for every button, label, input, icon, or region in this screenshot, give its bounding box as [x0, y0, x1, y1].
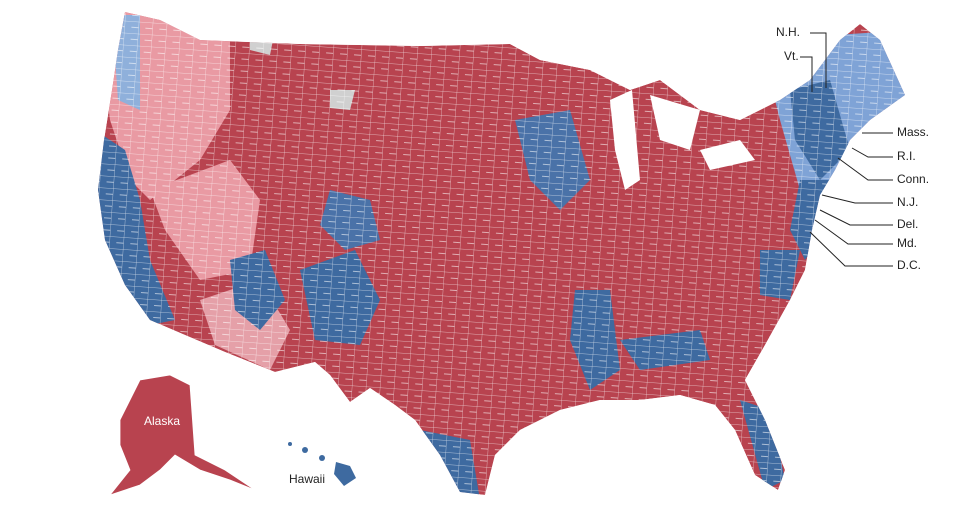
- state-label: Md.: [897, 236, 917, 250]
- state-label-leaders: [800, 32, 893, 267]
- leader-line: [821, 194, 893, 204]
- hawaii-label: Hawaii: [289, 472, 325, 486]
- hawaii-island: [288, 442, 292, 446]
- leader-line: [810, 32, 827, 88]
- state-label: Vt.: [784, 49, 799, 63]
- hawaii-island: [334, 462, 356, 486]
- great-lakes: [610, 90, 755, 190]
- contiguous-states: [98, 12, 905, 495]
- state-label: N.H.: [776, 25, 800, 39]
- alaska-label: Alaska: [144, 414, 180, 428]
- state-label: Del.: [897, 217, 918, 231]
- hawaii: [288, 442, 356, 486]
- leader-line: [800, 56, 813, 92]
- leader-line: [819, 209, 893, 226]
- state-labels: N.H. Vt. Mass. R.I. Conn. N.J. Del. Md. …: [776, 25, 929, 272]
- state-label: N.J.: [897, 195, 918, 209]
- hawaii-island: [302, 447, 308, 453]
- leader-line: [837, 157, 893, 181]
- state-label: D.C.: [897, 258, 921, 272]
- hawaii-island: [319, 455, 325, 461]
- state-label: R.I.: [897, 149, 916, 163]
- leader-line: [851, 147, 893, 158]
- alaska: [108, 374, 256, 496]
- state-label: Conn.: [897, 172, 929, 186]
- county-borders: [98, 12, 905, 495]
- state-label: Mass.: [897, 125, 929, 139]
- leader-line: [814, 219, 893, 245]
- leader-line: [809, 231, 893, 267]
